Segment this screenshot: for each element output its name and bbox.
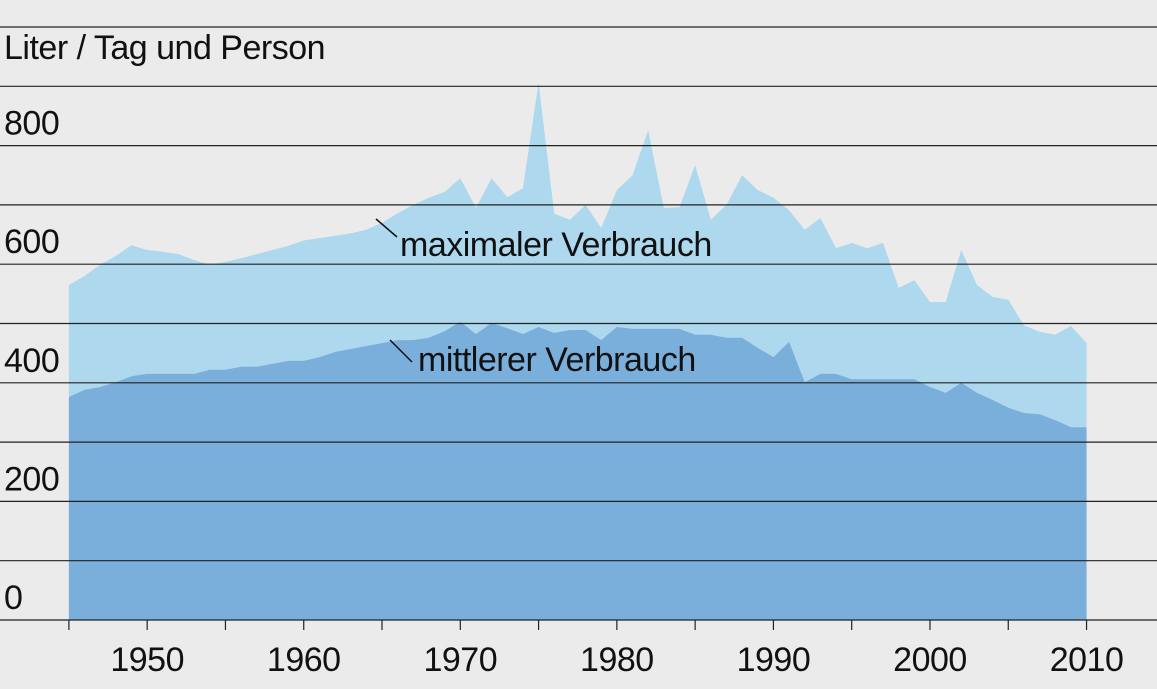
y-tick-label: 600 (4, 223, 59, 261)
x-tick-label: 1960 (267, 641, 341, 679)
chart-title: Liter / Tag und Person (4, 29, 325, 67)
x-tick-label: 1980 (580, 641, 654, 679)
y-tick-label: 0 (4, 579, 22, 617)
annotation: mittlerer Verbrauch (418, 341, 696, 379)
y-tick-label: 800 (4, 105, 59, 143)
annotation: maximaler Verbrauch (400, 226, 712, 264)
x-tick-label: 2000 (893, 641, 967, 679)
leader-line (389, 339, 413, 363)
leader-line (375, 218, 398, 238)
areas (68, 82, 1087, 620)
y-tick-label: 200 (4, 460, 59, 498)
x-tick-label: 1970 (423, 641, 497, 679)
area (68, 321, 1087, 620)
x-tick-label: 2010 (1050, 641, 1124, 679)
x-tick-label: 1990 (737, 641, 811, 679)
y-tick-label: 400 (4, 342, 59, 380)
x-tick-label: 1950 (110, 641, 184, 679)
grid (0, 26, 1157, 621)
